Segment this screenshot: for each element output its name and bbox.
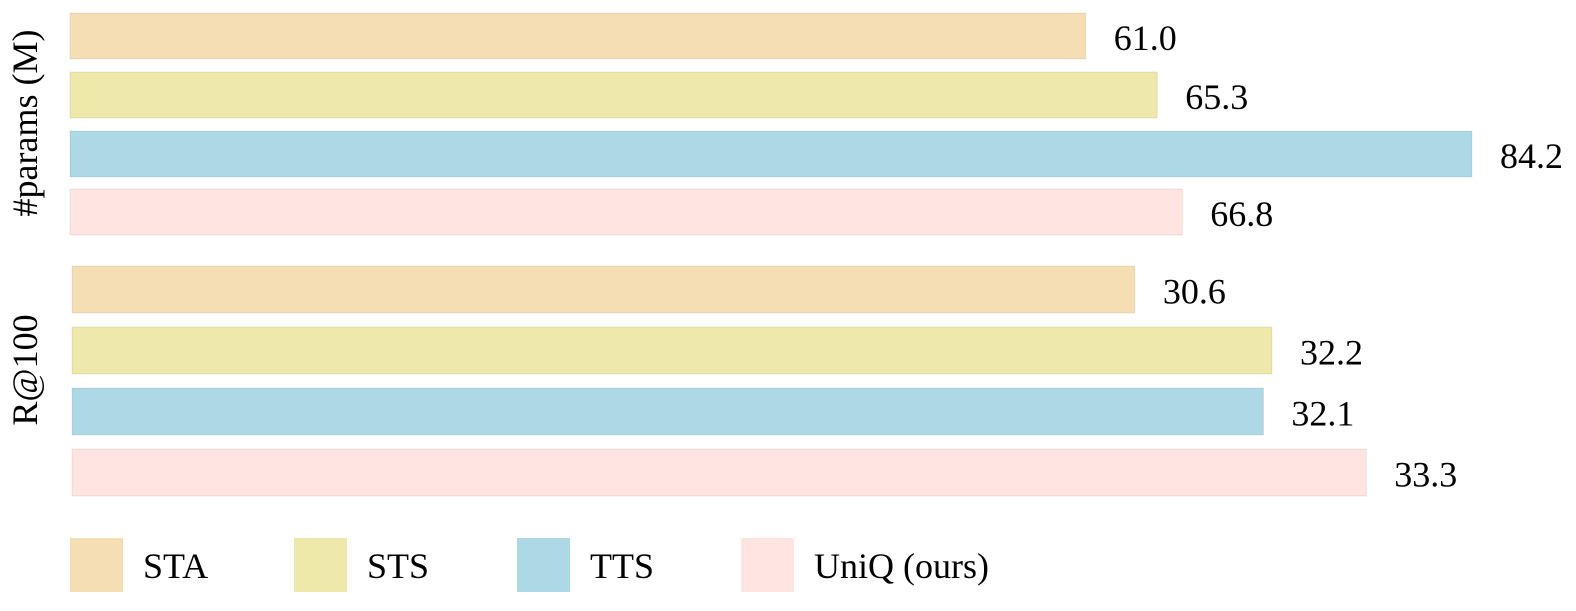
recall-data-label-tts: 32.1	[1291, 394, 1354, 434]
params-bar-tts	[69, 130, 1473, 178]
params-panel: #params (M) 61.065.3 84.2 66.8	[5, 12, 1563, 236]
recall-bar-uniq-ours	[71, 448, 1367, 497]
params-bar-sts	[69, 71, 1158, 119]
legend-label-sta: STA	[143, 546, 208, 586]
params-data-label-sta: 61.0	[1114, 18, 1177, 58]
recall-bar-sta	[71, 265, 1136, 314]
params-data-label-tts: 84.2	[1500, 136, 1563, 176]
recall-axis-label: R@100	[5, 314, 45, 425]
legend-swatch-uniq-ours	[741, 538, 794, 592]
legend-label-tts: TTS	[590, 546, 654, 586]
params-data-label-sts: 65.3	[1185, 77, 1248, 117]
params-data-label-uniq-ours: 66.8	[1210, 194, 1273, 234]
recall-data-label-sts: 32.2	[1300, 333, 1363, 373]
params-bar-sta	[69, 12, 1087, 60]
legend-swatch-tts	[517, 538, 570, 592]
legend: STA STS TTS UniQ (ours)	[70, 538, 989, 592]
legend-label-uniq-ours: UniQ (ours)	[814, 546, 989, 586]
recall-data-label-sta: 30.6	[1163, 272, 1226, 312]
legend-swatch-sts	[294, 538, 347, 592]
recall-data-label-uniq-ours: 33.3	[1394, 455, 1457, 495]
recall-bar-sts	[71, 326, 1273, 375]
legend-label-sts: STS	[367, 546, 429, 586]
legend-swatch-sta	[70, 538, 123, 592]
params-axis-label: #params (M)	[5, 30, 45, 217]
recall-bar-tts	[71, 387, 1264, 436]
recall-panel: R@100 30.6 32.2 32.1 33.3	[5, 265, 1457, 497]
params-bar-uniq-ours	[69, 188, 1183, 236]
